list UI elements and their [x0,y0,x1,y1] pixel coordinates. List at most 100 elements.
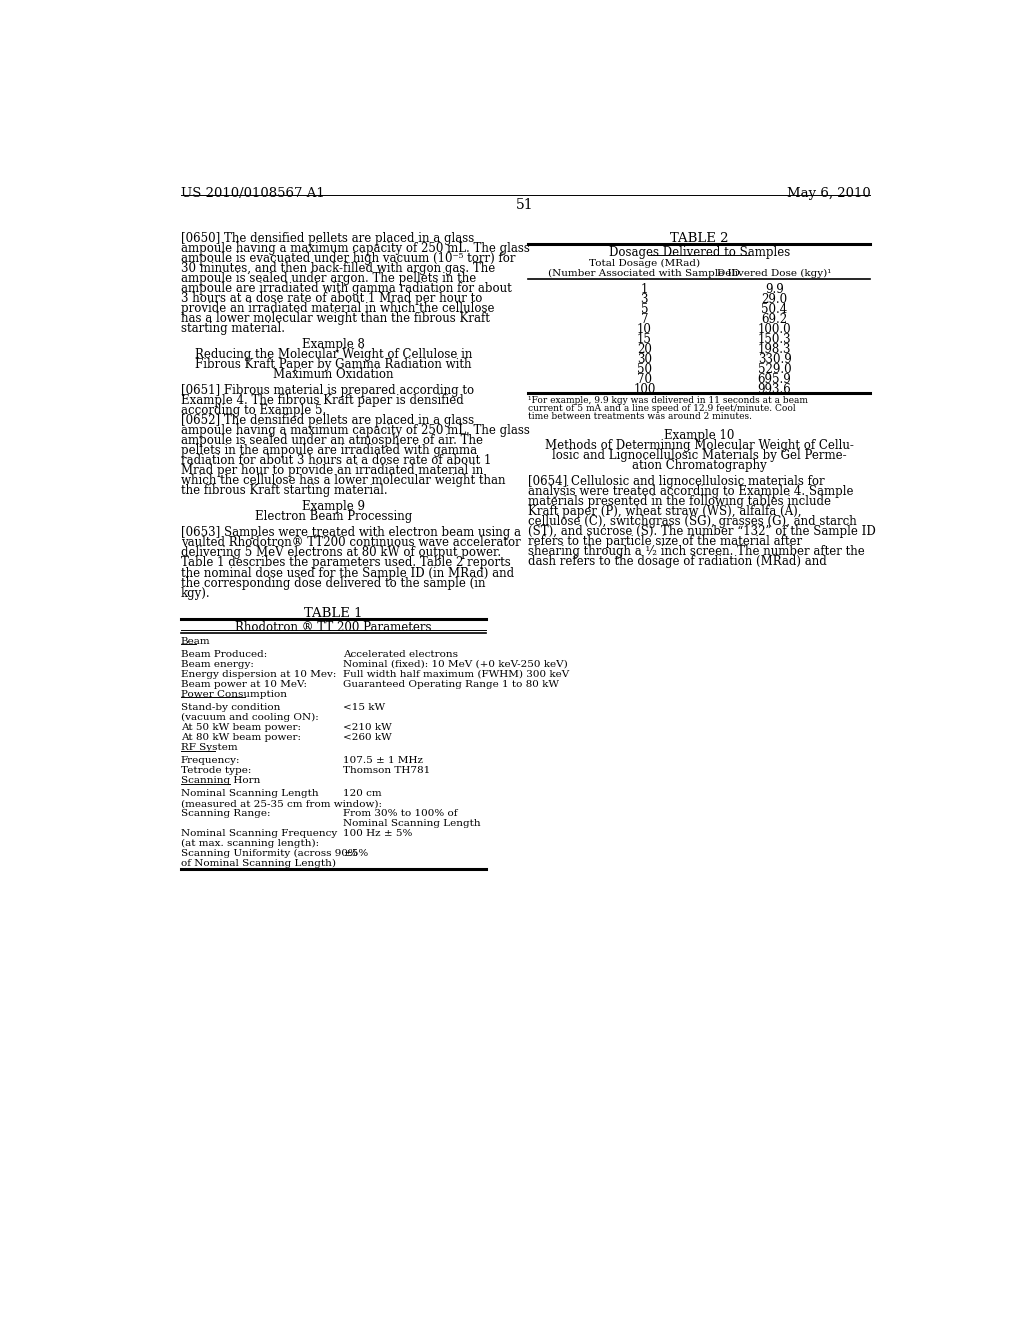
Text: Mrad per hour to provide an irradiated material in: Mrad per hour to provide an irradiated m… [180,465,483,477]
Text: Example 10: Example 10 [664,429,734,442]
Text: analysis were treated according to Example 4. Sample: analysis were treated according to Examp… [528,484,853,498]
Text: 993.6: 993.6 [758,383,792,396]
Text: 1: 1 [641,284,648,296]
Text: Reducing the Molecular Weight of Cellulose in: Reducing the Molecular Weight of Cellulo… [195,348,472,360]
Text: 107.5 ± 1 MHz: 107.5 ± 1 MHz [343,756,424,764]
Text: 150.3: 150.3 [758,333,792,346]
Text: At 50 kW beam power:: At 50 kW beam power: [180,723,301,731]
Text: current of 5 mA and a line speed of 12.9 feet/minute. Cool: current of 5 mA and a line speed of 12.9… [528,404,796,413]
Text: 5: 5 [641,304,648,317]
Text: provide an irradiated material in which the cellulose: provide an irradiated material in which … [180,302,495,314]
Text: 3: 3 [641,293,648,306]
Text: Table 1 describes the parameters used. Table 2 reports: Table 1 describes the parameters used. T… [180,557,510,569]
Text: Example 9: Example 9 [302,500,365,513]
Text: Nominal Scanning Frequency: Nominal Scanning Frequency [180,829,337,838]
Text: TABLE 2: TABLE 2 [670,231,728,244]
Text: has a lower molecular weight than the fibrous Kraft: has a lower molecular weight than the fi… [180,312,489,325]
Text: RF System: RF System [180,743,238,752]
Text: ±5%: ±5% [343,849,369,858]
Text: Guaranteed Operating Range 1 to 80 kW: Guaranteed Operating Range 1 to 80 kW [343,680,559,689]
Text: [0653] Samples were treated with electron beam using a: [0653] Samples were treated with electro… [180,527,520,540]
Text: Frequency:: Frequency: [180,756,241,764]
Text: the nominal dose used for the Sample ID (in MRad) and: the nominal dose used for the Sample ID … [180,566,514,579]
Text: materials presented in the following tables include: materials presented in the following tab… [528,495,830,508]
Text: shearing through a ¹⁄₂ inch screen. The number after the: shearing through a ¹⁄₂ inch screen. The … [528,545,864,558]
Text: 7: 7 [641,313,648,326]
Text: dash refers to the dosage of radiation (MRad) and: dash refers to the dosage of radiation (… [528,554,826,568]
Text: Tetrode type:: Tetrode type: [180,766,251,775]
Text: 70: 70 [637,374,652,387]
Text: Example 4. The fibrous Kraft paper is densified: Example 4. The fibrous Kraft paper is de… [180,395,464,407]
Text: Accelerated electrons: Accelerated electrons [343,649,459,659]
Text: the fibrous Kraft starting material.: the fibrous Kraft starting material. [180,484,387,498]
Text: Fibrous Kraft Paper by Gamma Radiation with: Fibrous Kraft Paper by Gamma Radiation w… [196,358,472,371]
Text: (ST), and sucrose (S). The number “132” of the Sample ID: (ST), and sucrose (S). The number “132” … [528,525,876,539]
Text: pellets in the ampoule are irradiated with gamma: pellets in the ampoule are irradiated wi… [180,444,477,457]
Text: Scanning Range:: Scanning Range: [180,809,270,818]
Text: 198.3: 198.3 [758,343,792,356]
Text: (at max. scanning length):: (at max. scanning length): [180,840,318,849]
Text: [0654] Cellulosic and lignocellulosic materials for: [0654] Cellulosic and lignocellulosic ma… [528,475,824,488]
Text: refers to the particle size of the material after: refers to the particle size of the mater… [528,535,802,548]
Text: 29.0: 29.0 [762,293,787,306]
Text: <210 kW: <210 kW [343,723,392,731]
Text: Dosages Delivered to Samples: Dosages Delivered to Samples [608,246,790,259]
Text: <15 kW: <15 kW [343,702,386,711]
Text: TABLE 1: TABLE 1 [304,607,362,619]
Text: Kraft paper (P), wheat straw (WS), alfalfa (A),: Kraft paper (P), wheat straw (WS), alfal… [528,506,802,517]
Text: 51: 51 [516,198,534,211]
Text: kgy).: kgy). [180,586,210,599]
Text: Example 8: Example 8 [302,338,365,351]
Text: Energy dispersion at 10 Mev:: Energy dispersion at 10 Mev: [180,669,336,678]
Text: 9.9: 9.9 [765,284,784,296]
Text: 10: 10 [637,323,652,337]
Text: Methods of Determining Molecular Weight of Cellu-: Methods of Determining Molecular Weight … [545,438,854,451]
Text: Stand-by condition: Stand-by condition [180,702,281,711]
Text: At 80 kW beam power:: At 80 kW beam power: [180,733,301,742]
Text: Nominal (fixed): 10 MeV (+0 keV-250 keV): Nominal (fixed): 10 MeV (+0 keV-250 keV) [343,660,568,669]
Text: 3 hours at a dose rate of about 1 Mrad per hour to: 3 hours at a dose rate of about 1 Mrad p… [180,292,482,305]
Text: which the cellulose has a lower molecular weight than: which the cellulose has a lower molecula… [180,474,505,487]
Text: Scanning Horn: Scanning Horn [180,776,260,785]
Text: time between treatments was around 2 minutes.: time between treatments was around 2 min… [528,412,752,421]
Text: Beam power at 10 MeV:: Beam power at 10 MeV: [180,680,307,689]
Text: Power Consumption: Power Consumption [180,689,287,698]
Text: May 6, 2010: May 6, 2010 [786,187,870,199]
Text: Electron Beam Processing: Electron Beam Processing [255,511,412,523]
Text: <260 kW: <260 kW [343,733,392,742]
Text: the corresponding dose delivered to the sample (in: the corresponding dose delivered to the … [180,577,485,590]
Text: US 2010/0108567 A1: US 2010/0108567 A1 [180,187,325,199]
Text: ¹For example, 9.9 kgy was delivered in 11 seconds at a beam: ¹For example, 9.9 kgy was delivered in 1… [528,396,808,405]
Text: ampoule is sealed under an atmosphere of air. The: ampoule is sealed under an atmosphere of… [180,434,482,447]
Text: Nominal Scanning Length: Nominal Scanning Length [180,789,318,799]
Text: Nominal Scanning Length: Nominal Scanning Length [343,818,481,828]
Text: 50.4: 50.4 [762,304,787,317]
Text: 50: 50 [637,363,652,376]
Text: [0651] Fibrous material is prepared according to: [0651] Fibrous material is prepared acco… [180,384,474,397]
Text: Full width half maximum (FWHM) 300 keV: Full width half maximum (FWHM) 300 keV [343,669,569,678]
Text: ampoule having a maximum capacity of 250 mL. The glass: ampoule having a maximum capacity of 250… [180,242,529,255]
Text: radiation for about 3 hours at a dose rate of about 1: radiation for about 3 hours at a dose ra… [180,454,492,467]
Text: From 30% to 100% of: From 30% to 100% of [343,809,458,818]
Text: according to Example 5.: according to Example 5. [180,404,326,417]
Text: 330.9: 330.9 [758,354,792,366]
Text: Total Dosage (MRad): Total Dosage (MRad) [589,259,700,268]
Text: Rhodotron ® TT 200 Parameters: Rhodotron ® TT 200 Parameters [236,622,432,634]
Text: 100: 100 [633,383,655,396]
Text: 100.0: 100.0 [758,323,792,337]
Text: 100 Hz ± 5%: 100 Hz ± 5% [343,829,413,838]
Text: 529.0: 529.0 [758,363,792,376]
Text: Delivered Dose (kgy)¹: Delivered Dose (kgy)¹ [718,269,831,279]
Text: cellulose (C), switchgrass (SG), grasses (G), and starch: cellulose (C), switchgrass (SG), grasses… [528,515,857,528]
Text: 120 cm: 120 cm [343,789,382,799]
Text: ampoule is evacuated under high vacuum (10⁻⁵ torr) for: ampoule is evacuated under high vacuum (… [180,252,515,264]
Text: ampoule is sealed under argon. The pellets in the: ampoule is sealed under argon. The pelle… [180,272,476,285]
Text: losic and Lignocellulosic Materials by Gel Perme-: losic and Lignocellulosic Materials by G… [552,449,847,462]
Text: 15: 15 [637,333,652,346]
Text: starting material.: starting material. [180,322,285,335]
Text: 30: 30 [637,354,652,366]
Text: Beam energy:: Beam energy: [180,660,254,669]
Text: (measured at 25-35 cm from window):: (measured at 25-35 cm from window): [180,799,382,808]
Text: 695.9: 695.9 [758,374,792,387]
Text: 20: 20 [637,343,652,356]
